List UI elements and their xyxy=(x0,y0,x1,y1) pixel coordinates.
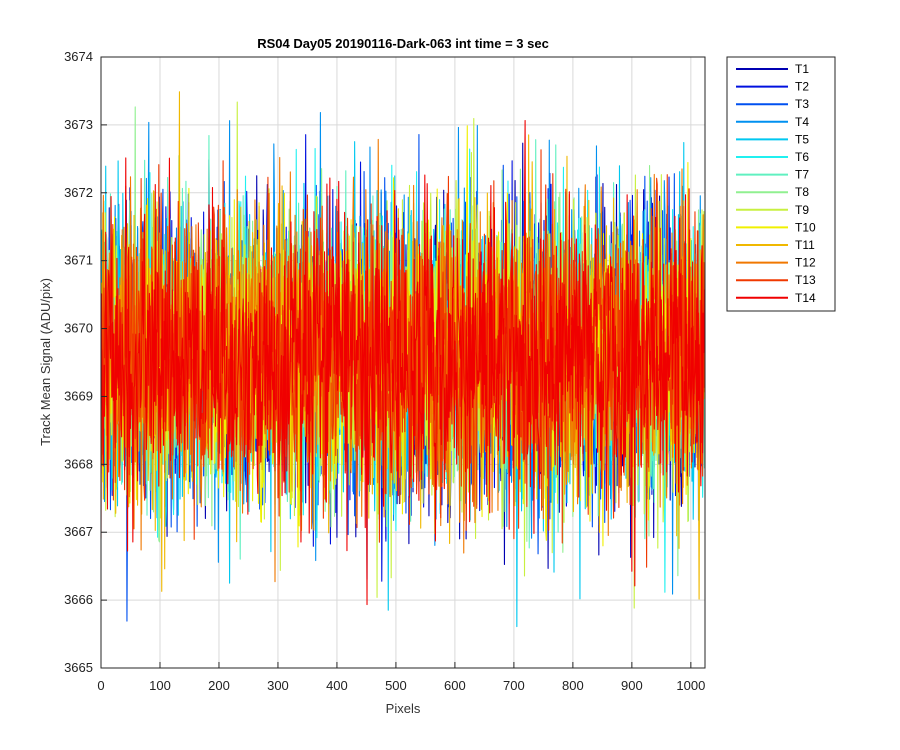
plot-area xyxy=(100,56,706,669)
plot-frame xyxy=(100,56,706,669)
legend-label-t5: T5 xyxy=(795,132,809,146)
x-axis-label: Pixels xyxy=(386,701,421,716)
series-line-t13 xyxy=(101,149,705,568)
x-tick-label: 900 xyxy=(621,678,643,693)
x-tick-label: 200 xyxy=(208,678,230,693)
legend-label-t6: T6 xyxy=(795,150,809,164)
x-tick-label: 400 xyxy=(326,678,348,693)
legend-label-t7: T7 xyxy=(795,168,809,182)
y-tick-label: 3670 xyxy=(64,321,93,336)
y-tick-label: 3672 xyxy=(64,185,93,200)
legend-box xyxy=(726,56,836,312)
y-tick-label: 3673 xyxy=(64,117,93,132)
legend-label-t12: T12 xyxy=(795,256,816,270)
y-tick-label: 3667 xyxy=(64,524,93,539)
legend-label-t9: T9 xyxy=(795,203,809,217)
x-tick-label: 300 xyxy=(267,678,289,693)
series-line-t14 xyxy=(101,119,705,606)
legend-label-t14: T14 xyxy=(795,291,816,305)
chart-title: RS04 Day05 20190116-Dark-063 int time = … xyxy=(257,36,549,51)
x-tick-label: 1000 xyxy=(676,678,705,693)
legend-label-t8: T8 xyxy=(795,185,809,199)
y-tick-label: 3668 xyxy=(64,456,93,471)
x-tick-label: 600 xyxy=(444,678,466,693)
y-tick-label: 3669 xyxy=(64,388,93,403)
x-tick-label: 0 xyxy=(97,678,104,693)
x-tick-label: 800 xyxy=(562,678,584,693)
x-tick-label: 700 xyxy=(503,678,525,693)
y-tick-label: 3665 xyxy=(64,660,93,675)
x-axis-ticks: 0 100 200 300 400 500 600 700 800 900 1000 xyxy=(97,662,705,693)
legend-label-t3: T3 xyxy=(795,97,809,111)
legend-label-t13: T13 xyxy=(795,273,816,287)
x-tick-label: 500 xyxy=(385,678,407,693)
y-axis-ticks: 3665 3666 3667 3668 3669 3670 3671 3672 3673 3674 xyxy=(64,49,107,675)
series-lines xyxy=(101,91,705,628)
legend-label-t10: T10 xyxy=(795,220,816,234)
y-tick-label: 3674 xyxy=(64,49,93,64)
legend-label-t11: T11 xyxy=(795,238,815,252)
y-tick-label: 3666 xyxy=(64,592,93,607)
x-tick-label: 100 xyxy=(149,678,171,693)
legend-label-t2: T2 xyxy=(795,80,809,94)
y-tick-label: 3671 xyxy=(64,253,93,268)
legend-label-t4: T4 xyxy=(795,115,809,129)
legend-label-t1: T1 xyxy=(795,62,809,76)
legend: T1 T2 T3 T4 T5 T6 T7 T8 T9 T10 T11 T12 T13 T14 xyxy=(726,56,836,312)
y-axis-label: Track Mean Signal (ADU/pix) xyxy=(38,278,53,446)
